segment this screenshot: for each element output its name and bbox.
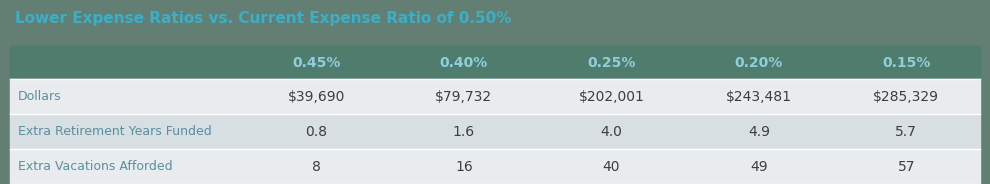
Text: 0.45%: 0.45% — [292, 56, 341, 70]
Text: 5.7: 5.7 — [895, 125, 918, 139]
Text: 40: 40 — [603, 160, 620, 174]
Text: 49: 49 — [750, 160, 767, 174]
Text: $243,481: $243,481 — [726, 90, 792, 104]
Text: 0.25%: 0.25% — [587, 56, 636, 70]
Text: 0.15%: 0.15% — [882, 56, 931, 70]
Bar — [10, 149, 980, 184]
Text: $202,001: $202,001 — [578, 90, 644, 104]
Bar — [10, 46, 980, 79]
Text: Extra Vacations Afforded: Extra Vacations Afforded — [18, 160, 172, 173]
Text: $39,690: $39,690 — [288, 90, 345, 104]
Text: 0.8: 0.8 — [305, 125, 328, 139]
Text: Dollars: Dollars — [18, 90, 61, 103]
Text: 0.40%: 0.40% — [440, 56, 488, 70]
Text: $79,732: $79,732 — [436, 90, 492, 104]
Text: 57: 57 — [898, 160, 915, 174]
Text: 0.20%: 0.20% — [735, 56, 783, 70]
Text: 4.0: 4.0 — [600, 125, 623, 139]
Bar — [10, 79, 980, 114]
Text: 1.6: 1.6 — [452, 125, 475, 139]
Text: $285,329: $285,329 — [873, 90, 940, 104]
Text: Extra Retirement Years Funded: Extra Retirement Years Funded — [18, 125, 212, 138]
Text: 8: 8 — [312, 160, 321, 174]
Text: 4.9: 4.9 — [747, 125, 770, 139]
Text: 16: 16 — [455, 160, 472, 174]
Bar — [10, 114, 980, 149]
Text: Lower Expense Ratios vs. Current Expense Ratio of 0.50%: Lower Expense Ratios vs. Current Expense… — [15, 11, 512, 26]
